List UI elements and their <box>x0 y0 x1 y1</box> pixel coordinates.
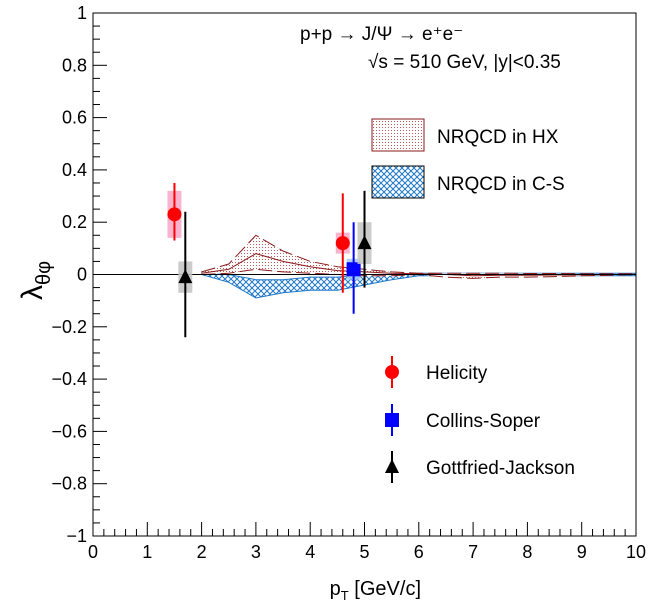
data-point-helicity-1 <box>335 236 350 251</box>
legend-swatch-nrqcd-hx <box>371 118 425 152</box>
y-tick-label: −0.6 <box>51 421 87 441</box>
reaction-annotation: p+p → J/Ψ → e⁺e⁻ <box>300 24 463 45</box>
legend-label-nrqcd-cs: NRQCD in C-S <box>437 174 565 195</box>
y-tick-label: 0.2 <box>62 212 87 232</box>
x-tick-label: 5 <box>359 542 369 562</box>
y-tick-label: −0.4 <box>51 369 87 389</box>
legend-marker-collins-soper <box>385 413 399 427</box>
x-tick-label: 9 <box>577 542 587 562</box>
y-tick-label: 0 <box>77 265 87 285</box>
data-point-collins-soper-0 <box>346 262 361 277</box>
legend-label-collins-soper: Collins-Soper <box>426 411 541 432</box>
y-tick-label: 0.8 <box>62 55 87 75</box>
x-axis-label: pT [GeV/c] <box>330 578 421 603</box>
legend-label-helicity: Helicity <box>426 363 488 384</box>
legend-label-nrqcd-hx: NRQCD in HX <box>437 127 559 148</box>
energy-annotation: √s = 510 GeV, |y|<0.35 <box>368 52 561 73</box>
legend-swatch-nrqcd-cs <box>371 165 425 199</box>
x-tick-label: 3 <box>251 542 261 562</box>
x-tick-label: 0 <box>88 542 98 562</box>
data-point-helicity-0 <box>167 207 182 222</box>
y-tick-label: 1 <box>77 3 87 23</box>
y-axis-label: λθφ <box>16 261 55 300</box>
legend-data: Helicity Collins-Soper Gottfried-Jackson <box>385 356 575 483</box>
y-tick-label: 0.4 <box>62 160 87 180</box>
theory-bands <box>201 234 637 299</box>
band-nrqcd-hx <box>201 235 636 279</box>
x-tick-label: 2 <box>197 542 207 562</box>
y-tick-label: −1 <box>66 526 87 546</box>
x-tick-label: 6 <box>414 542 424 562</box>
y-tick-label: 0.6 <box>62 108 87 128</box>
legend-marker-gottfried-jackson <box>385 459 399 473</box>
data-point-gottfried-jackson-0 <box>178 269 193 284</box>
x-tick-label: 4 <box>305 542 315 562</box>
data-point-gottfried-jackson-1 <box>357 235 372 250</box>
y-tick-label: −0.2 <box>51 317 87 337</box>
x-tick-label: 10 <box>626 542 646 562</box>
x-tick-label: 7 <box>468 542 478 562</box>
x-tick-label: 1 <box>142 542 152 562</box>
x-tick-label: 8 <box>522 542 532 562</box>
legend-theory: NRQCD in HX NRQCD in C-S <box>371 118 565 199</box>
legend-label-gottfried-jackson: Gottfried-Jackson <box>426 458 575 479</box>
y-tick-label: −0.8 <box>51 474 87 494</box>
data-points <box>167 182 372 338</box>
legend-marker-helicity <box>385 365 399 379</box>
axes: 0 1 2 3 4 5 6 7 8 9 10 −1 −0.8 −0.6 −0.4 −0.2 0 0.2 0.4 0.6… <box>51 3 646 562</box>
